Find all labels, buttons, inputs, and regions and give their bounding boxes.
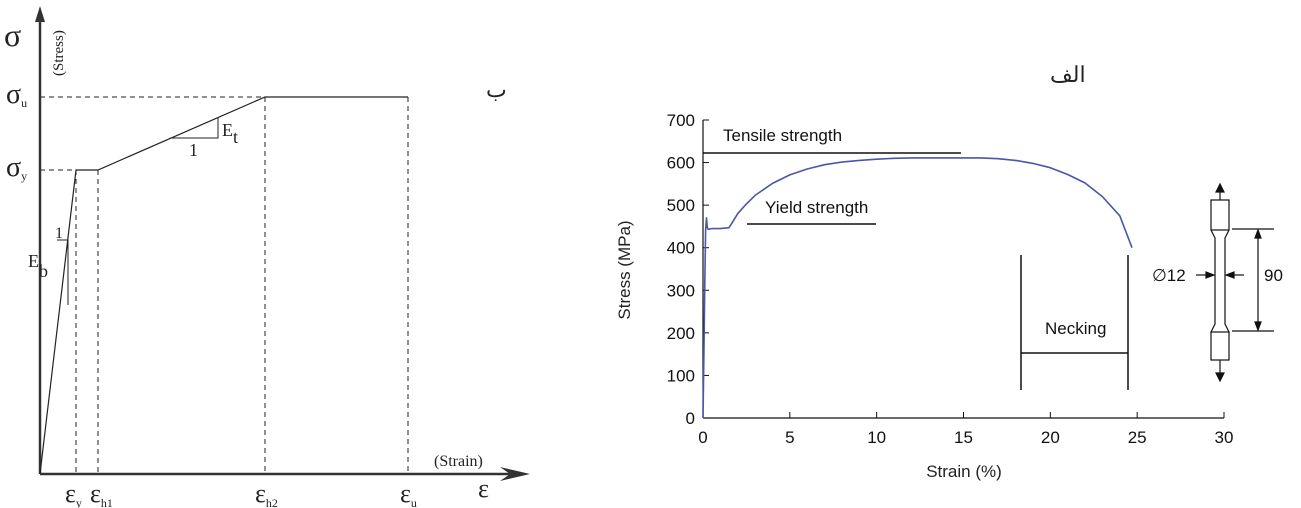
eb-run-label: 1 <box>55 225 63 242</box>
y-tick-label: 600 <box>667 154 695 173</box>
gauge-length-label: 90 <box>1264 266 1283 285</box>
et-label: Et <box>222 120 238 147</box>
x-axis-label: (Strain) <box>434 453 483 470</box>
x-axis-arrow <box>500 467 530 481</box>
necking-label: Necking <box>1045 319 1106 338</box>
bilinear-curve <box>39 96 408 475</box>
tick-eps-h2: εh2 <box>255 479 278 508</box>
eb-label: Eb <box>28 251 48 281</box>
x-tick-label: 20 <box>1041 428 1060 447</box>
x-tick-label: 0 <box>698 428 707 447</box>
schematic-panel: σ (Stress) ب σu σy εy εh1 εh2 εu (Strain… <box>4 6 530 508</box>
tensile-strength-label: Tensile strength <box>723 126 842 145</box>
x-tick-label: 25 <box>1128 428 1147 447</box>
y-axis-label: (Stress) <box>51 30 67 76</box>
x-tick-label: 5 <box>785 428 794 447</box>
tick-sigma-y: σy <box>6 152 27 183</box>
chart-axes <box>702 120 1224 419</box>
panel-label-b: ب <box>486 77 507 102</box>
tick-eps-h1: εh1 <box>90 479 113 508</box>
y-tick-label: 100 <box>667 366 695 385</box>
x-tick-label: 10 <box>867 428 886 447</box>
y-axis-symbol: σ <box>4 17 21 53</box>
y-axis-arrow <box>35 6 45 22</box>
y-tick-label: 700 <box>667 111 695 130</box>
chart-ticks: 0 100 200 300 400 500 600 700 0 5 10 15 20 25 30 <box>667 111 1234 447</box>
tick-eps-u: εu <box>400 479 417 508</box>
stress-strain-curve <box>702 157 1133 419</box>
specimen-icon <box>1196 182 1274 383</box>
eb-slope-triangle <box>57 239 69 305</box>
x-axis-symbol: ε <box>478 474 489 503</box>
y-tick-label: 0 <box>686 409 695 428</box>
et-run-label: 1 <box>189 140 198 160</box>
diameter-label: ∅12 <box>1152 266 1186 285</box>
y-tick-label: 500 <box>667 196 695 215</box>
x-tick-label: 15 <box>954 428 973 447</box>
y-tick-label: 200 <box>667 324 695 343</box>
et-slope-triangle <box>170 117 219 139</box>
chart-xlabel: Strain (%) <box>926 462 1002 481</box>
chart-ylabel: Stress (MPa) <box>615 220 634 319</box>
y-tick-label: 400 <box>667 239 695 258</box>
panel-label-alef: الف <box>1050 62 1086 87</box>
stress-strain-panel: الف 0 100 200 300 400 500 600 700 0 5 10 15 20 25 30 S… <box>615 62 1283 481</box>
y-tick-label: 300 <box>667 281 695 300</box>
chart-series <box>702 157 1133 419</box>
yield-strength-label: Yield strength <box>765 198 868 217</box>
tick-eps-y: εy <box>65 479 82 508</box>
x-tick-label: 30 <box>1215 428 1234 447</box>
tick-sigma-u: σu <box>6 79 27 110</box>
